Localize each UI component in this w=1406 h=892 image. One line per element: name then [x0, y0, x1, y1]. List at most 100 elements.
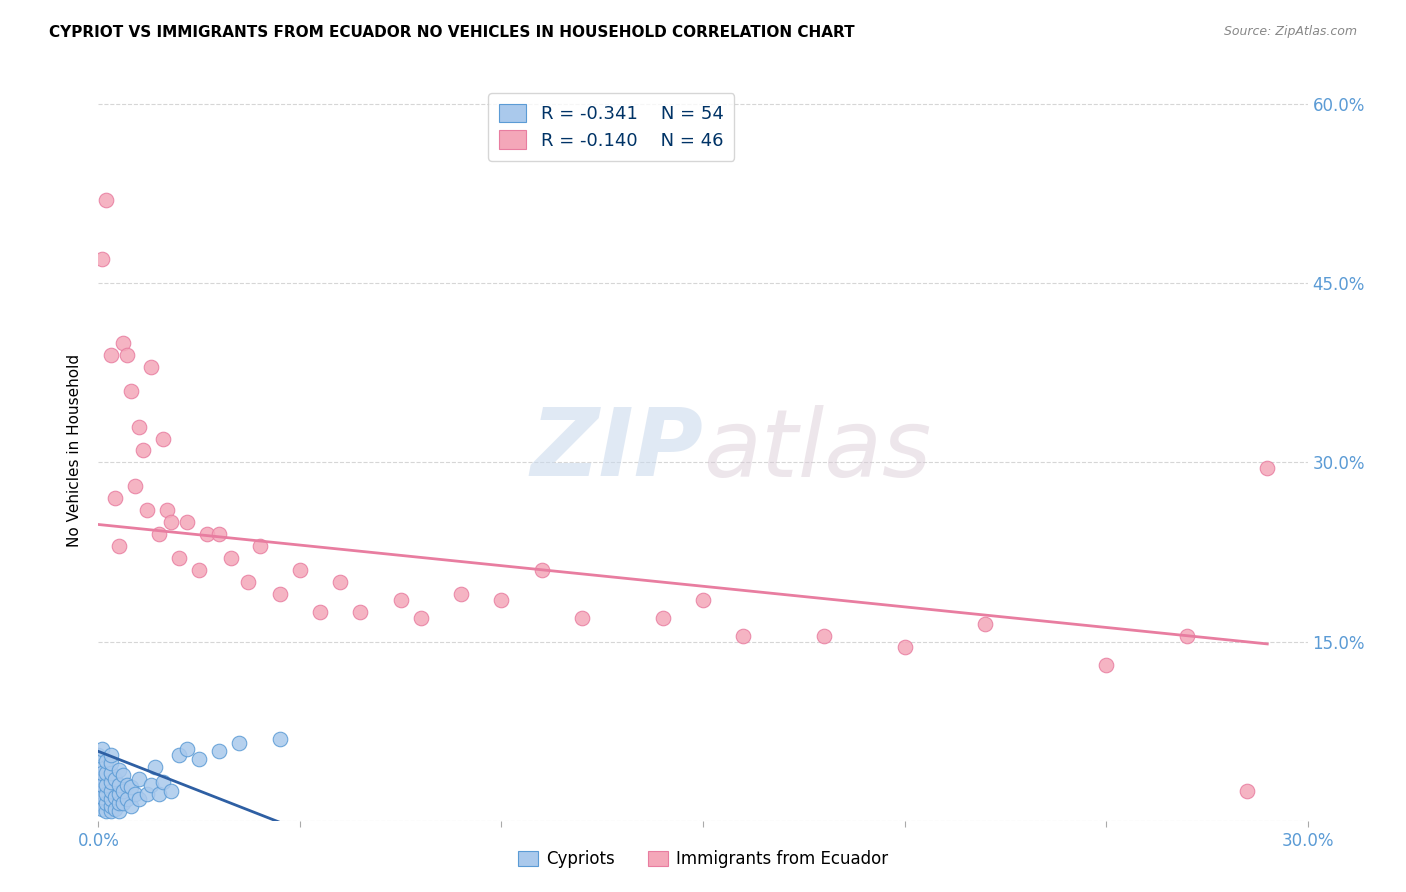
Point [571, 610, 593, 624]
Point [100, 756, 122, 771]
Point [148, 788, 170, 802]
Point [103, 789, 125, 804]
Point [115, 792, 138, 806]
Point [91, 778, 114, 792]
Point [120, 799, 142, 814]
Point [111, 796, 134, 810]
Point [100, 765, 122, 780]
Point [100, 747, 122, 762]
Point [120, 780, 142, 795]
Point [349, 605, 371, 619]
Point [208, 527, 231, 541]
Point [176, 515, 198, 529]
Point [167, 747, 190, 762]
Point [96, 193, 118, 207]
Text: CYPRIOT VS IMMIGRANTS FROM ECUADOR NO VEHICLES IN HOUSEHOLD CORRELATION CHART: CYPRIOT VS IMMIGRANTS FROM ECUADOR NO VE… [49, 25, 855, 40]
Point [156, 503, 179, 517]
Point [176, 742, 198, 756]
Point [111, 784, 134, 798]
Point [309, 605, 332, 619]
Point [115, 348, 138, 362]
Legend: R = -0.341    N = 54, R = -0.140    N = 46: R = -0.341 N = 54, R = -0.140 N = 46 [488, 93, 734, 161]
Point [135, 788, 157, 802]
Point [91, 802, 114, 816]
Point [148, 527, 170, 541]
Point [91, 765, 114, 780]
Point [228, 736, 250, 750]
Point [91, 742, 114, 756]
Point [128, 419, 150, 434]
Text: Source: ZipAtlas.com: Source: ZipAtlas.com [1223, 25, 1357, 38]
Point [143, 760, 166, 774]
Point [530, 563, 553, 577]
Point [91, 252, 114, 267]
Point [107, 804, 129, 818]
Point [139, 778, 162, 792]
Point [188, 563, 211, 577]
Point [87, 760, 110, 774]
Point [733, 628, 755, 642]
Point [160, 515, 183, 529]
Point [409, 610, 432, 624]
Point [96, 754, 118, 768]
Point [128, 772, 150, 786]
Point [124, 479, 146, 493]
Point [692, 592, 714, 607]
Point [100, 784, 122, 798]
Point [103, 491, 125, 506]
Point [87, 784, 110, 798]
Point [103, 802, 125, 816]
Point [329, 574, 352, 589]
Point [389, 592, 412, 607]
Point [132, 443, 155, 458]
Point [651, 610, 673, 624]
Point [139, 359, 162, 374]
Point [91, 789, 114, 804]
Point [152, 432, 174, 446]
Point [111, 768, 134, 782]
Point [269, 732, 291, 747]
Point [115, 778, 138, 792]
Point [96, 778, 118, 792]
Point [96, 804, 118, 818]
Point [135, 503, 157, 517]
Point [107, 778, 129, 792]
Point [188, 751, 211, 765]
Point [167, 550, 190, 565]
Point [107, 764, 129, 778]
Point [221, 550, 243, 565]
Point [1095, 658, 1118, 673]
Point [152, 775, 174, 789]
Point [100, 775, 122, 789]
Point [96, 765, 118, 780]
Point [107, 539, 129, 553]
Point [100, 792, 122, 806]
Point [107, 788, 129, 802]
Point [100, 804, 122, 818]
Point [450, 587, 472, 601]
Point [120, 384, 142, 398]
Point [893, 640, 915, 655]
Y-axis label: No Vehicles in Household: No Vehicles in Household [67, 354, 83, 547]
Point [128, 792, 150, 806]
Point [100, 348, 122, 362]
Point [491, 592, 513, 607]
Legend: Cypriots, Immigrants from Ecuador: Cypriots, Immigrants from Ecuador [510, 844, 896, 875]
Point [249, 539, 271, 553]
Point [208, 744, 231, 758]
Point [100, 799, 122, 814]
Point [96, 788, 118, 802]
Point [1236, 784, 1258, 798]
Point [974, 616, 997, 631]
Point [269, 587, 291, 601]
Point [813, 628, 835, 642]
Point [96, 796, 118, 810]
Point [107, 796, 129, 810]
Point [87, 796, 110, 810]
Point [236, 574, 259, 589]
Point [160, 784, 183, 798]
Point [111, 336, 134, 351]
Point [1175, 628, 1198, 642]
Text: ZIP: ZIP [530, 404, 703, 497]
Point [124, 788, 146, 802]
